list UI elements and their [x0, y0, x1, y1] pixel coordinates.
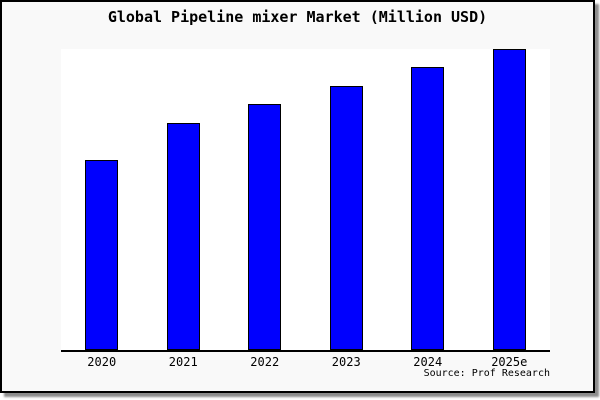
chart-frame: Global Pipeline mixer Market (Million US… [0, 0, 595, 393]
x-tick-label-2021: 2021 [168, 355, 198, 369]
x-tick-label-2020: 2020 [87, 355, 117, 369]
x-tick-label-2025e: 2025e [491, 355, 528, 369]
bar-2025e [493, 49, 526, 350]
x-tick-label-2023: 2023 [331, 355, 361, 369]
chart-title: Global Pipeline mixer Market (Million US… [107, 8, 488, 26]
bar-2023 [330, 86, 363, 350]
bar-2022 [248, 104, 281, 350]
bar-2021 [167, 123, 200, 350]
plot-area [61, 49, 550, 352]
x-tick-label-2022: 2022 [250, 355, 280, 369]
bar-2024 [411, 67, 444, 350]
source-credit: Source: Prof Research [423, 368, 550, 379]
bar-2020 [85, 160, 118, 350]
x-tick-label-2024: 2024 [413, 355, 443, 369]
x-axis-labels: 2020 2021 2022 2023 2024 2025e [61, 355, 550, 371]
